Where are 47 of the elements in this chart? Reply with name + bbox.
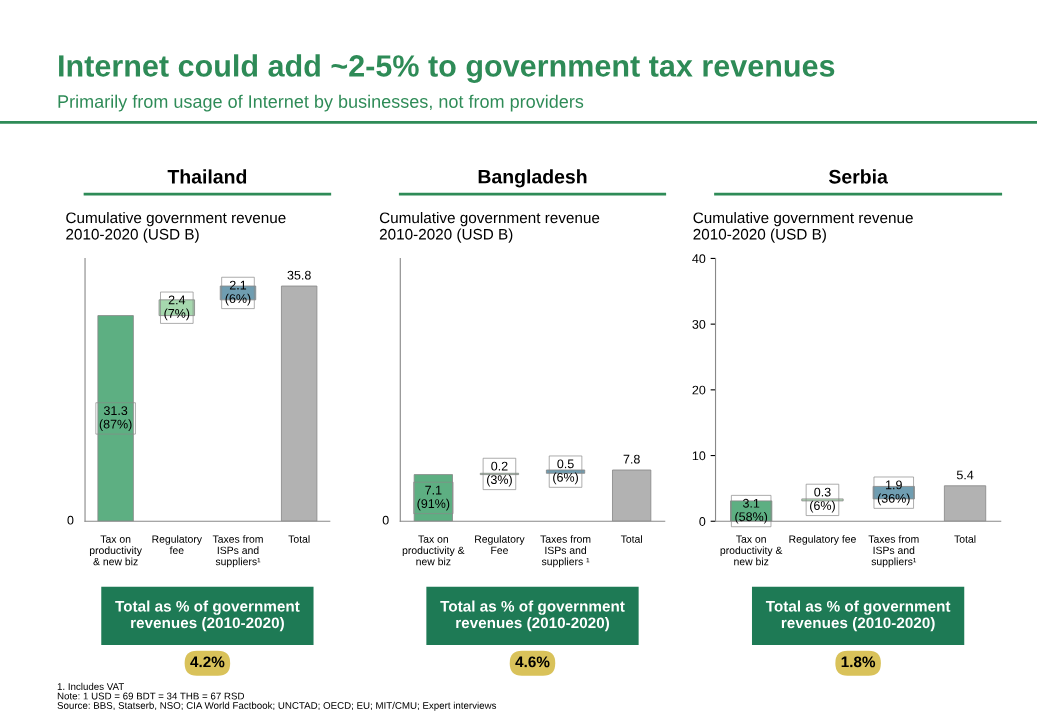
x-tick-label: Tax on productivity & new biz bbox=[89, 535, 142, 566]
y-tick-label: 20 bbox=[692, 385, 706, 395]
text: Total as % of government revenues (2010-2020) bbox=[440, 600, 625, 632]
data-label: 0.5 (6%) bbox=[553, 459, 578, 485]
text: Total as % of government revenues (2010-2020) bbox=[115, 600, 300, 632]
text: Note: 1 USD = 69 BDT = 34 THB = 67 RSD bbox=[57, 692, 244, 700]
data-label: 0.3 (6%) bbox=[810, 487, 835, 513]
chart-subtitle: Cumulative government revenue 2010-2020 (USD B) bbox=[693, 211, 913, 243]
x-tick-label: Regulatory fee bbox=[152, 535, 202, 555]
data-label: 3.1 (58%) bbox=[735, 498, 768, 524]
x-tick-label: Taxes from ISPs and suppliers ¹ bbox=[540, 535, 591, 568]
chart-title: Serbia bbox=[828, 169, 888, 184]
x-tick-label: Regulatory fee bbox=[789, 535, 856, 545]
chart-subtitle: Cumulative government revenue 2010-2020 (USD B) bbox=[66, 211, 286, 243]
y-tick-label: 10 bbox=[692, 451, 706, 461]
x-tick-label: Taxes from ISPs and suppliers¹ bbox=[212, 535, 263, 568]
text: 1.8% bbox=[841, 656, 876, 668]
x-tick-label: Total bbox=[954, 535, 976, 543]
data-label: 7.8 bbox=[623, 454, 640, 464]
y-tick-label: 0 bbox=[699, 517, 706, 526]
data-label: 2.4 (7%) bbox=[164, 295, 190, 321]
data-label: 7.1 (91%) bbox=[417, 485, 450, 511]
data-label: 31.3 (87%) bbox=[99, 406, 132, 431]
text: Total as % of government revenues (2010-2020) bbox=[765, 600, 951, 632]
x-tick-label: Tax on productivity & new biz bbox=[720, 535, 783, 566]
y-tick-label: 40 bbox=[692, 254, 706, 264]
data-label: 35.8 bbox=[287, 270, 311, 280]
chart-title: Bangladesh bbox=[478, 169, 587, 188]
data-label: 0.2 (3%) bbox=[487, 461, 512, 487]
x-tick-label: Total bbox=[288, 535, 310, 543]
x-tick-label: Taxes from ISPs and suppliers¹ bbox=[868, 535, 919, 568]
text: 0 bbox=[67, 515, 74, 525]
y-tick-label: 30 bbox=[692, 319, 706, 329]
data-label: 5.4 bbox=[956, 470, 974, 480]
text: 4.6% bbox=[515, 656, 550, 668]
text: 1. Includes VAT bbox=[57, 682, 125, 691]
source-note: Source: BBS, Statserb, NSO; CIA World Factbook; UNCTAD; OECD; EU; MIT/CMU; Expert interviews bbox=[57, 701, 497, 711]
x-tick-label: Tax on productivity & new biz bbox=[402, 535, 465, 566]
chart-subtitle: Cumulative government revenue 2010-2020 (USD B) bbox=[379, 211, 600, 243]
text: 0 bbox=[382, 515, 389, 525]
x-tick-label: Total bbox=[620, 535, 642, 543]
text: Primarily from usage of Internet by businesses, not from providers bbox=[58, 94, 584, 112]
data-label: 2.1 (6%) bbox=[225, 280, 251, 306]
x-tick-label: Regulatory Fee bbox=[475, 535, 525, 555]
text: 4.2% bbox=[190, 656, 225, 668]
text: Internet could add ~2-5% to government tax revenues bbox=[59, 54, 835, 83]
chart-title: Thailand bbox=[167, 169, 247, 184]
